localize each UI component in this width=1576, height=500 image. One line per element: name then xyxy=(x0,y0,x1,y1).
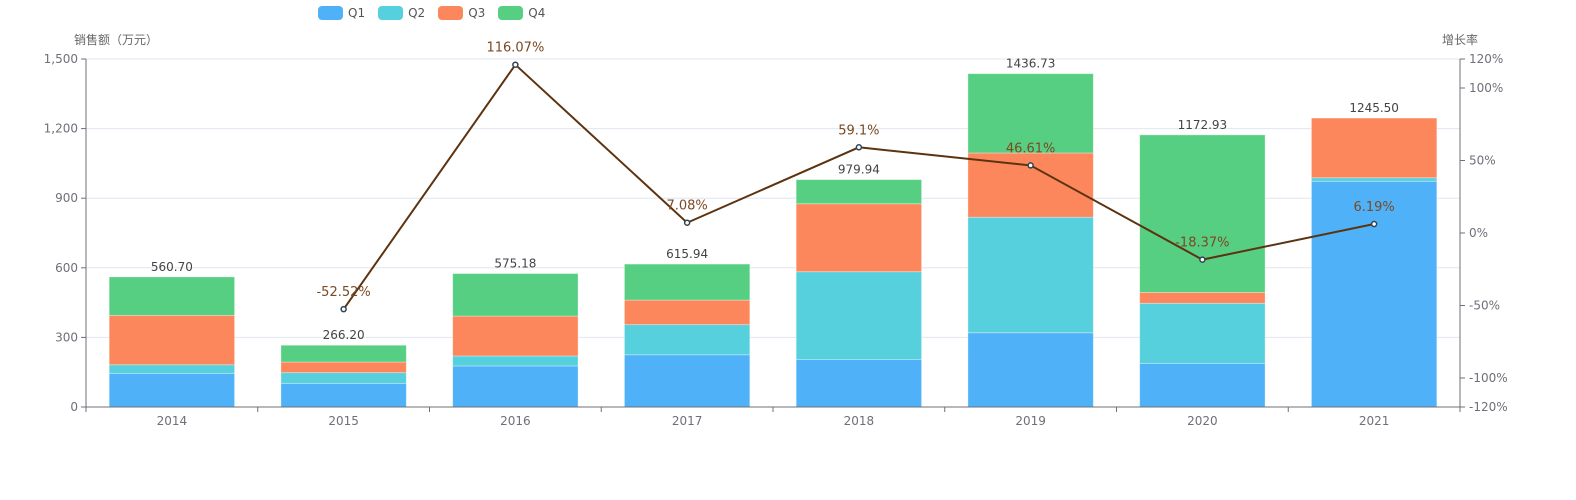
x-tick-label: 2019 xyxy=(1015,414,1046,428)
x-tick-label: 2018 xyxy=(844,414,875,428)
bar-q3-2015 xyxy=(280,361,407,374)
bar-q3-2016 xyxy=(452,315,579,357)
legend-item-q2[interactable]: Q2 xyxy=(378,6,425,20)
legend: Q1 Q2 Q3 Q4 xyxy=(318,6,558,20)
legend-swatch xyxy=(438,6,464,20)
y-tick-label-left: 1,500 xyxy=(44,52,78,66)
growth-rate-point xyxy=(340,305,347,313)
bar-total-label: 575.18 xyxy=(494,257,536,271)
bar-q3-2019 xyxy=(967,152,1094,218)
growth-rate-label: 6.19% xyxy=(1353,200,1394,215)
y-tick-label-left: 0 xyxy=(70,400,78,414)
bar-q2-2018 xyxy=(795,271,922,360)
x-tick-label: 2021 xyxy=(1359,414,1390,428)
bar-q1-2016 xyxy=(452,365,579,408)
bar-q4-2017 xyxy=(624,263,751,301)
bar-q1-2015 xyxy=(280,382,407,408)
bar-q4-2016 xyxy=(452,273,579,317)
legend-label: Q3 xyxy=(468,6,486,20)
bar-total-label: 615.94 xyxy=(666,247,708,261)
bar-total-label: 1436.73 xyxy=(1006,57,1056,71)
bar-q4-2019 xyxy=(967,73,1094,154)
y-tick-label-right: -120% xyxy=(1469,400,1508,414)
y-axis-right-title: 增长率 xyxy=(1442,33,1479,47)
bar-q1-2017 xyxy=(624,354,751,408)
y-tick-label-right: 0% xyxy=(1469,226,1488,240)
bar-q2-2021 xyxy=(1311,177,1438,182)
growth-rate-label: -18.37% xyxy=(1175,236,1229,251)
bar-q3-2018 xyxy=(795,203,922,273)
growth-rate-point xyxy=(1370,220,1378,228)
x-tick-label: 2015 xyxy=(328,414,359,428)
legend-label: Q1 xyxy=(348,6,366,20)
growth-rate-label: -52.52% xyxy=(316,285,370,300)
legend-item-q1[interactable]: Q1 xyxy=(318,6,365,20)
legend-item-q3[interactable]: Q3 xyxy=(438,6,485,20)
bar-total-label: 1245.50 xyxy=(1349,101,1399,115)
bar-q2-2019 xyxy=(967,216,1094,334)
bar-q1-2020 xyxy=(1139,362,1266,408)
y-tick-label-right: 50% xyxy=(1469,154,1496,168)
bar-total-label: 560.70 xyxy=(151,260,193,274)
growth-rate-point xyxy=(855,144,863,151)
legend-swatch xyxy=(318,6,343,20)
bar-total-label: 266.20 xyxy=(323,328,365,342)
x-tick-label: 2017 xyxy=(672,414,703,428)
bar-q1-2018 xyxy=(795,359,922,408)
bar-q2-2014 xyxy=(108,364,235,374)
growth-rate-point xyxy=(512,61,519,68)
y-tick-label-right: -100% xyxy=(1469,371,1508,385)
y-tick-label-left: 600 xyxy=(55,261,78,275)
bar-q4-2020 xyxy=(1139,134,1266,293)
legend-swatch xyxy=(378,6,404,20)
legend-label: Q4 xyxy=(528,6,546,20)
growth-rate-label: 116.07% xyxy=(486,41,544,56)
legend-item-q4[interactable]: Q4 xyxy=(498,6,545,20)
x-tick-label: 2020 xyxy=(1187,414,1218,428)
legend-swatch xyxy=(498,6,524,20)
bar-q2-2017 xyxy=(624,324,751,356)
bar-q1-2019 xyxy=(967,332,1094,408)
bar-q3-2021 xyxy=(1311,117,1438,179)
y-tick-label-left: 900 xyxy=(55,191,78,205)
bar-q1-2021 xyxy=(1311,180,1438,408)
y-tick-label-right: 100% xyxy=(1469,81,1503,95)
y-tick-label-right: 120% xyxy=(1469,52,1503,66)
bar-q3-2017 xyxy=(624,299,751,326)
bar-q1-2014 xyxy=(108,372,235,408)
bar-q4-2014 xyxy=(108,276,235,316)
bar-q3-2014 xyxy=(108,314,235,366)
y-tick-label-right: -50% xyxy=(1469,299,1500,313)
legend-label: Q2 xyxy=(408,6,426,20)
growth-rate-label: 7.08% xyxy=(666,199,707,214)
growth-rate-point xyxy=(1199,256,1206,263)
bar-total-label: 979.94 xyxy=(838,163,880,177)
x-tick-label: 2016 xyxy=(500,414,531,428)
y-tick-label-left: 1,200 xyxy=(44,122,78,136)
bar-q2-2015 xyxy=(280,372,407,384)
growth-rate-label: 59.1% xyxy=(838,123,879,138)
y-axis-left-title: 销售额（万元） xyxy=(74,33,159,47)
y-tick-label-left: 300 xyxy=(55,330,78,344)
growth-rate-point xyxy=(683,219,691,226)
bar-q2-2020 xyxy=(1139,302,1266,364)
growth-rate-point xyxy=(1027,162,1034,169)
bar-q4-2015 xyxy=(280,344,407,363)
bar-q4-2018 xyxy=(795,179,922,205)
bar-q3-2020 xyxy=(1139,291,1266,304)
growth-rate-label: 46.61% xyxy=(1006,141,1056,156)
bar-q2-2016 xyxy=(452,355,579,367)
bar-total-label: 1172.93 xyxy=(1178,118,1228,132)
x-tick-label: 2014 xyxy=(157,414,188,428)
